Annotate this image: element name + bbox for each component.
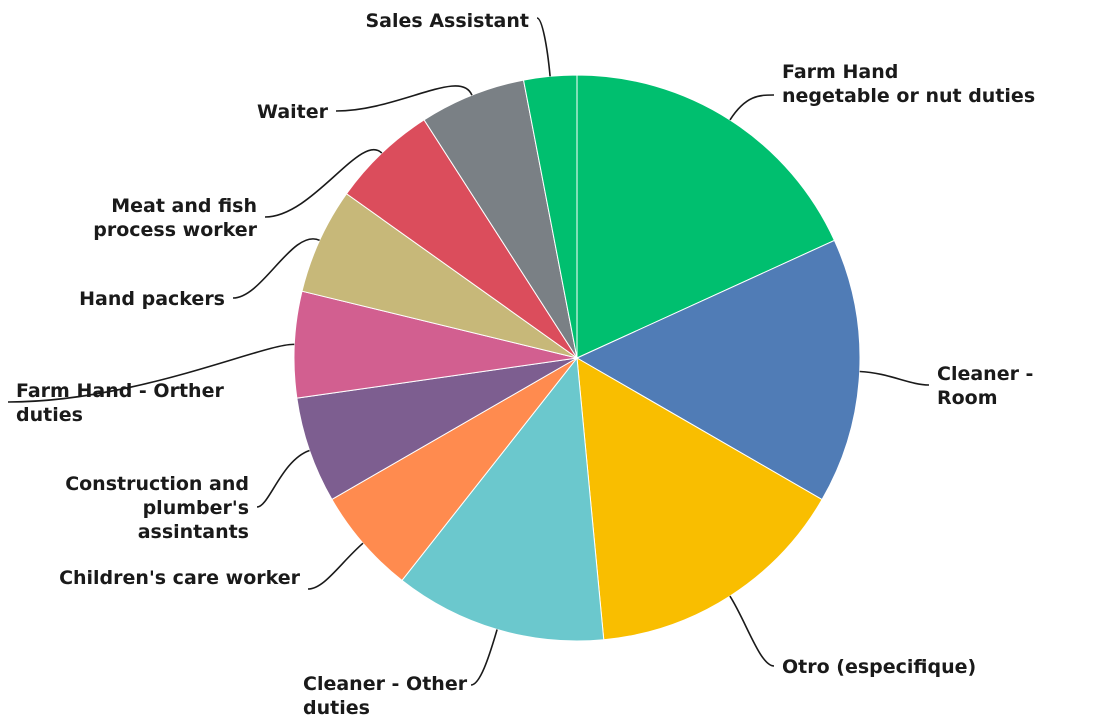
slice-label: Construction and plumber's assintants — [65, 473, 249, 543]
pie-slice — [401, 356, 605, 642]
slice-label: Farm Hand negetable or nut duties — [782, 61, 1035, 107]
leader-line — [7, 343, 295, 403]
pie-slices — [293, 74, 861, 642]
leader-line — [729, 94, 775, 121]
leader-line — [729, 595, 775, 667]
slice-label: Hand packers — [79, 288, 225, 310]
leader-line — [536, 17, 551, 77]
slice-label: Cleaner -Room — [937, 363, 1033, 409]
pie-slice — [576, 74, 836, 359]
slice-label: Meat and fish process worker — [93, 195, 257, 241]
slice-label: Cleaner - Other duties — [303, 673, 468, 719]
leader-line — [335, 85, 473, 112]
slice-label: Waiter — [257, 101, 329, 123]
pie-slice — [575, 239, 861, 501]
slice-label: Sales Assistant — [366, 10, 530, 32]
slice-label: Farm Hand - Orther duties — [16, 380, 224, 426]
leader-line — [264, 149, 383, 218]
slice-label: Children's care worker — [59, 567, 301, 589]
slice-label: Otro (especifique) — [782, 656, 976, 678]
leader-line — [859, 370, 930, 386]
slice-labels: Farm Hand negetable or nut duties Cleaner … — [16, 10, 1035, 719]
leader-line — [307, 542, 364, 590]
leader-line — [232, 238, 320, 299]
leader-lines — [7, 17, 930, 686]
leader-line — [470, 629, 498, 686]
leader-line — [256, 449, 310, 508]
